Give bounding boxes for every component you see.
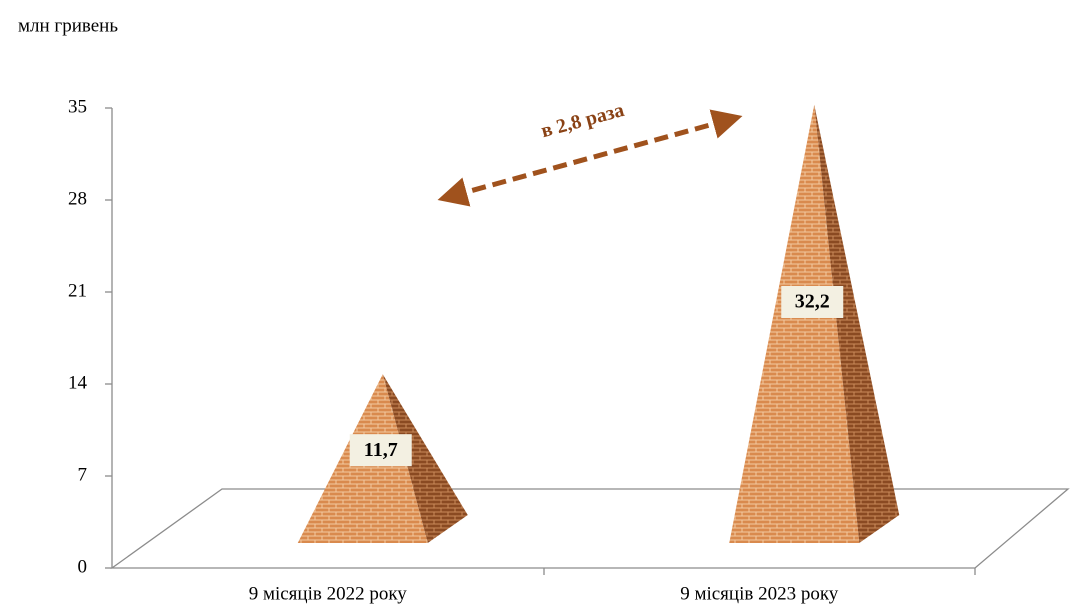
y-tick-label: 28 bbox=[68, 188, 87, 209]
y-axis-label: млн гривень bbox=[18, 15, 118, 36]
value-label: 32,2 bbox=[795, 291, 830, 313]
pyramid-front bbox=[729, 104, 860, 544]
pyramid-side bbox=[382, 374, 468, 543]
y-tick-label: 7 bbox=[78, 464, 88, 485]
y-tick-label: 14 bbox=[68, 372, 88, 393]
y-tick-label: 0 bbox=[78, 556, 88, 577]
value-label-box bbox=[349, 434, 412, 467]
ratio-arrow bbox=[437, 109, 743, 207]
pyramid-side bbox=[814, 104, 900, 544]
y-tick-label: 21 bbox=[68, 280, 87, 301]
y-tick-label: 35 bbox=[68, 96, 87, 117]
floor bbox=[109, 488, 1070, 569]
annotation: в 2,8 раза bbox=[539, 99, 627, 142]
x-tick-label: 9 місяців 2023 року bbox=[680, 583, 839, 604]
value-label-box bbox=[781, 285, 844, 318]
value-label: 11,7 bbox=[364, 439, 398, 461]
x-tick-label: 9 місяців 2022 року bbox=[249, 583, 408, 604]
